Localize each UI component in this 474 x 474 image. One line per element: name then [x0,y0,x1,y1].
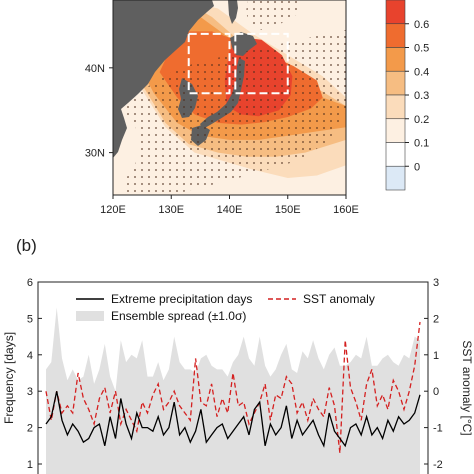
legend-label-sst: SST anomaly [303,292,375,306]
ensemble-spread-band [46,307,420,474]
extreme-precip-line [45,391,421,448]
map-x-tick-label: 140E [217,204,243,216]
left-y-tick-label: 4 [27,350,33,362]
land-sakhalin [228,0,238,24]
colorbar-tick-label: 0 [414,161,420,173]
right-y-tick-label: 0 [433,386,439,398]
left-y-tick-label: 3 [27,386,33,398]
right-y-axis: -2 -1 0 1 2 3 [424,277,443,471]
analysis-boxes [187,32,289,95]
legend-label-precip: Extreme precipitation days [111,292,252,306]
colorbar-segment [385,94,406,120]
colorbar-segment [385,118,406,143]
map-x-tick-label: 160E [333,204,359,216]
left-y-tick-label: 5 [27,313,33,325]
stippling-main [121,30,346,195]
land-hokkaido [230,32,257,56]
map-y-tick-label: 30N [85,148,105,160]
colorbar-tick-label: 0.2 [414,114,429,126]
legend-swatch-spread [76,311,104,321]
right-y-tick-label: -1 [433,423,443,435]
analysis-box-west [187,32,231,95]
right-axis-title: SST anomaly [°C] [460,340,474,435]
colorbar-tick-label: 0.1 [414,138,429,150]
colorbar-tick-label: 0.5 [414,43,429,55]
legend-label-spread: Ensemble spread (±1.0σ) [111,309,246,323]
right-y-tick-label: 2 [433,313,439,325]
sst-anomaly-line [45,321,421,454]
map-y-axis: 30N 40N [85,63,113,160]
sst-regression-map: 120E 130E 140E 150E 160E 30N 40N [85,0,359,216]
map-x-tick-label: 130E [158,204,184,216]
colorbar-tick-label: 0.4 [414,66,429,78]
timeseries-frame [37,281,429,474]
right-y-tick-label: 1 [433,350,439,362]
left-y-tick-label: 2 [27,423,33,435]
colorbar-segment [385,23,406,48]
stippling-north [246,0,300,30]
map-x-axis: 120E 130E 140E 150E 160E [100,195,359,216]
right-y-tick-label: 3 [433,277,439,289]
colorbar-segment [385,165,406,191]
left-axis-title: Frequency [days] [2,332,16,424]
map-y-tick-label: 40N [85,63,105,75]
land-continent [113,0,214,158]
map-x-tick-label: 120E [100,204,126,216]
right-y-tick-label: -2 [433,459,443,471]
colorbar-tick-label: 0.3 [414,90,429,102]
left-y-tick-label: 6 [27,277,33,289]
colorbar-tick-label: 0.6 [414,19,429,31]
timeseries-plot: 1 2 3 4 5 6 -2 -1 0 1 2 3 Frequency [days] SST ano… [2,277,474,474]
left-y-tick-label: 1 [27,459,33,471]
colorbar-segment [385,47,406,72]
significance-stippling [121,0,346,195]
map-x-tick-label: 150E [275,204,301,216]
left-y-axis: 1 2 3 4 5 6 [27,277,42,471]
analysis-box-east [234,32,289,95]
legend: Extreme precipitation days SST anomaly E… [76,292,375,323]
colorbar-segment [385,142,406,167]
colorbar-segment [385,0,406,25]
colorbar: 0.6 0.5 0.4 0.3 0.2 0.1 0 [385,0,429,191]
panel-label: (b) [16,236,37,255]
colorbar-segment [385,70,406,96]
